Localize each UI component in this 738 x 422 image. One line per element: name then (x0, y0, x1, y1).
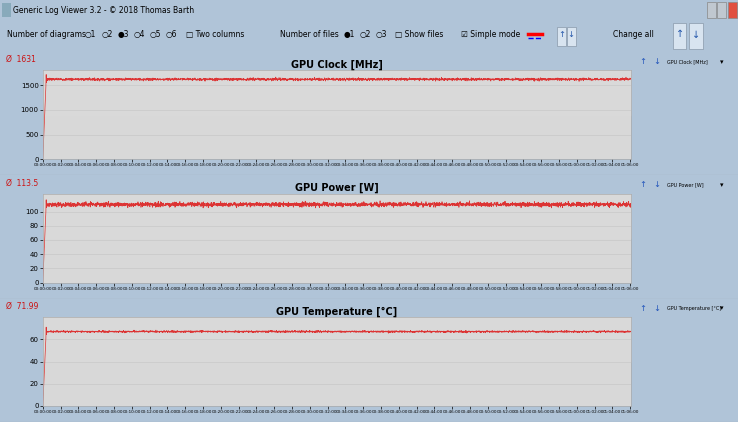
Bar (2, 3, 11, 17)
Text: GPU Temperature [°C]: GPU Temperature [°C] (667, 306, 722, 311)
Text: ☑ Simple mode: ☑ Simple mode (461, 30, 520, 39)
Text: Generic Log Viewer 3.2 - © 2018 Thomas Barth: Generic Log Viewer 3.2 - © 2018 Thomas B… (13, 5, 194, 15)
Bar (707, 2, 716, 18)
Text: ○2: ○2 (359, 30, 370, 39)
Text: ↓: ↓ (568, 30, 575, 39)
Text: Ø  113.5: Ø 113.5 (6, 179, 38, 188)
FancyBboxPatch shape (689, 23, 703, 49)
Text: GPU Power [W]: GPU Power [W] (667, 182, 704, 187)
Title: GPU Power [W]: GPU Power [W] (295, 183, 379, 193)
Text: ↑: ↑ (639, 181, 646, 189)
Text: ○5: ○5 (150, 30, 162, 39)
Text: ▾: ▾ (720, 182, 724, 188)
Text: ●3: ●3 (117, 30, 129, 39)
Text: ○1: ○1 (85, 30, 96, 39)
FancyBboxPatch shape (557, 27, 566, 46)
Text: Number of diagrams: Number of diagrams (7, 30, 86, 39)
Text: ○6: ○6 (166, 30, 178, 39)
Text: ↓: ↓ (653, 57, 661, 66)
Text: □ Show files: □ Show files (395, 30, 444, 39)
Text: ●1: ●1 (343, 30, 354, 39)
Text: Ø  1631: Ø 1631 (6, 55, 35, 64)
Text: ▾: ▾ (720, 59, 724, 65)
Text: ○3: ○3 (376, 30, 387, 39)
Text: ▾: ▾ (720, 306, 724, 311)
Text: ↓: ↓ (692, 30, 700, 40)
Text: ↑: ↑ (558, 30, 565, 39)
Text: ↑: ↑ (639, 304, 646, 313)
Text: Number of files: Number of files (280, 30, 339, 39)
Bar (728, 2, 737, 18)
Text: ○4: ○4 (134, 30, 145, 39)
Text: Change all: Change all (613, 30, 653, 39)
Text: ↑: ↑ (639, 57, 646, 66)
Text: Ø  71.99: Ø 71.99 (6, 302, 38, 311)
FancyBboxPatch shape (673, 23, 686, 49)
Title: GPU Temperature [°C]: GPU Temperature [°C] (276, 306, 398, 316)
Bar (717, 2, 726, 18)
Text: ○2: ○2 (101, 30, 112, 39)
Text: ↓: ↓ (653, 181, 661, 189)
Text: GPU Clock [MHz]: GPU Clock [MHz] (667, 59, 708, 64)
FancyBboxPatch shape (567, 27, 576, 46)
Text: □ Two columns: □ Two columns (186, 30, 244, 39)
Text: ↓: ↓ (653, 304, 661, 313)
Title: GPU Clock [MHz]: GPU Clock [MHz] (291, 60, 383, 70)
Text: ↑: ↑ (675, 30, 684, 40)
